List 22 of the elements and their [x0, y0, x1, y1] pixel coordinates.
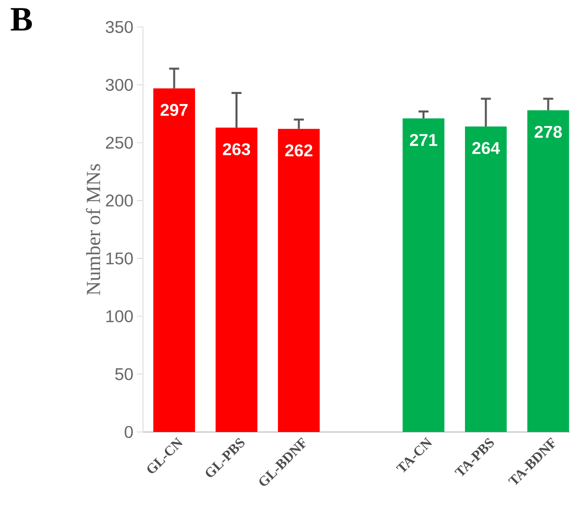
- data-label: 264: [472, 142, 500, 154]
- bar: [464, 126, 507, 432]
- y-tick-label: 200: [106, 194, 133, 207]
- y-axis-title: Number of MNs: [86, 164, 100, 296]
- y-tick-label: 250: [106, 136, 133, 149]
- text: B: [10, 8, 32, 31]
- data-label: 263: [222, 143, 250, 156]
- bar: [527, 110, 570, 432]
- y-tick-label: 300: [106, 78, 133, 91]
- y-tick-label: 150: [106, 252, 133, 264]
- bar: [153, 88, 196, 432]
- data-label: 271: [410, 134, 438, 146]
- bar: [216, 128, 258, 432]
- bar: [402, 118, 444, 432]
- y-tick-label: 0: [124, 426, 133, 438]
- y-tick-label: 50: [115, 368, 133, 380]
- bar: [278, 128, 320, 432]
- data-label: 262: [285, 144, 312, 156]
- data-label: 278: [534, 126, 562, 138]
- y-tick-label: 100: [106, 310, 133, 322]
- data-label: 297: [160, 104, 188, 116]
- y-tick-label: 350: [106, 20, 133, 34]
